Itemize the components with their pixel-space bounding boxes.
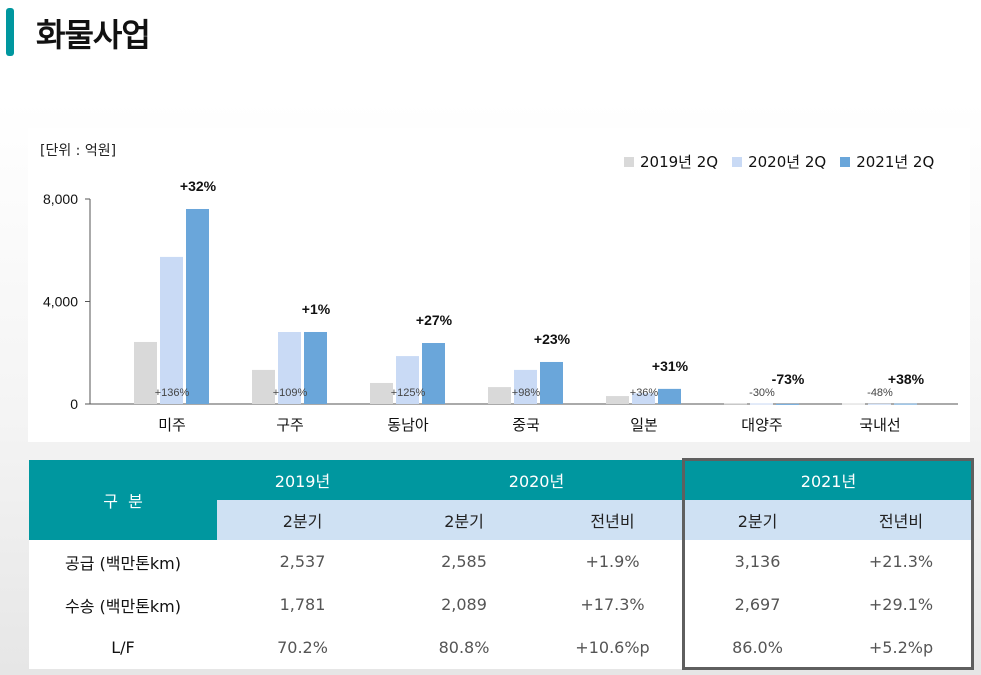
cell: +29.1% [830,583,972,626]
x-tick-label: 중국 [512,416,540,434]
x-tick-label: 일본 [630,416,658,434]
yoy-2021-label: +31% [652,358,689,374]
bar-2021 [776,403,799,405]
sub-header: 전년비 [830,500,972,540]
year-header: 2021년 [685,460,972,500]
cell: 2,537 [217,540,388,583]
bar-2019 [370,382,393,404]
bar-chart: 0 4,000 8,000 미주 +136% +32% 구주 +109% +1% 동남아 +125%… [43,178,958,434]
sub-header: 2분기 [685,500,830,540]
cell: 2,697 [685,583,830,626]
cell: 86.0% [685,626,830,669]
bar-2019 [842,403,865,405]
bar-2021 [186,208,209,404]
legend-swatch [624,156,634,167]
yoy-2021-label: +27% [416,312,453,328]
bar-2019 [488,387,511,404]
legend-swatch [840,156,851,167]
bar-2021 [304,331,327,404]
bar-2021 [894,403,917,405]
yoy-2021-label: +1% [302,301,331,317]
table-row: L/F 70.2% 80.8% +10.6%p 86.0% +5.2%p [29,626,972,669]
bar-2019 [134,341,157,404]
bar-2019 [252,369,275,404]
table-row: 수송 (백만톤km) 1,781 2,089 +17.3% 2,697 +29.… [29,583,972,626]
cell: +5.2%p [830,626,972,669]
row-label: 공급 (백만톤km) [29,540,217,583]
cell: +1.9% [540,540,685,583]
legend-swatch [732,156,743,167]
bar-2020 [160,256,183,404]
cell: 80.8% [388,626,540,669]
yoy-2021-label: +38% [888,371,925,387]
bar-2020 [396,356,419,404]
x-tick-label: 국내선 [859,416,900,434]
bar-2021 [658,388,681,404]
bar-2020 [750,403,773,405]
yoy-2020-label: -30% [749,387,775,399]
bar-2019 [606,396,629,404]
legend-item: 2019년 2Q [624,151,718,172]
cell: 2,089 [388,583,540,626]
unit-label: [단위 : 억원] [40,143,117,159]
legend-item: 2020년 2Q [732,151,826,172]
sub-header: 2분기 [217,500,388,540]
yoy-2020-label: +98% [512,387,541,399]
y-tick-label: 8,000 [43,191,78,207]
x-tick-label: 구주 [276,416,304,434]
row-label: 수송 (백만톤km) [29,583,217,626]
yoy-2020-label: +125% [391,387,426,399]
yoy-2021-label: +32% [180,178,217,194]
sub-header: 전년비 [540,500,685,540]
legend-label: 2020년 2Q [748,153,827,171]
highlight-2021-box [682,458,974,670]
sub-header: 2분기 [388,500,540,540]
table-row: 공급 (백만톤km) 2,537 2,585 +1.9% 3,136 +21.3… [29,540,972,583]
yoy-2020-label: -48% [867,387,893,399]
cell: 70.2% [217,626,388,669]
bar-2021 [540,361,563,404]
legend-item: 2021년 2Q [840,151,934,172]
y-tick-label: 4,000 [43,294,78,310]
cell: 2,585 [388,540,540,583]
cell: +10.6%p [540,626,685,669]
yoy-2020-label: +136% [155,387,190,399]
bar-2020 [278,331,301,404]
yoy-2020-label: +109% [273,387,308,399]
x-tick-label: 대양주 [741,416,782,434]
row-label: L/F [29,626,217,669]
legend-label: 2021년 2Q [856,153,935,171]
title-accent-bar [6,8,14,56]
bar-2021 [422,343,445,404]
corner-header: 구 분 [29,460,217,540]
yoy-2020-label: +36% [630,387,659,399]
x-tick-label: 동남아 [387,416,429,434]
yoy-2021-label: +23% [534,331,571,347]
cell: 1,781 [217,583,388,626]
cargo-table: 구 분 2019년 2020년 2021년 2분기 2분기 전년비 2분기 전년… [29,460,972,669]
bar-2019 [724,403,747,405]
chart-legend: 2019년 2Q 2020년 2Q 2021년 2Q [624,151,934,172]
page-title: 화물사업 [36,16,151,54]
bar-2020 [514,369,537,404]
bar-2020 [632,393,655,404]
cell: +21.3% [830,540,972,583]
legend-label: 2019년 2Q [640,153,719,171]
yoy-2021-label: -73% [772,371,805,387]
bar-2020 [868,403,891,405]
x-tick-label: 미주 [158,416,186,434]
year-header: 2020년 [388,460,685,500]
cell: +17.3% [540,583,685,626]
cell: 3,136 [685,540,830,583]
y-tick-label: 0 [70,396,78,412]
year-header: 2019년 [217,460,388,500]
